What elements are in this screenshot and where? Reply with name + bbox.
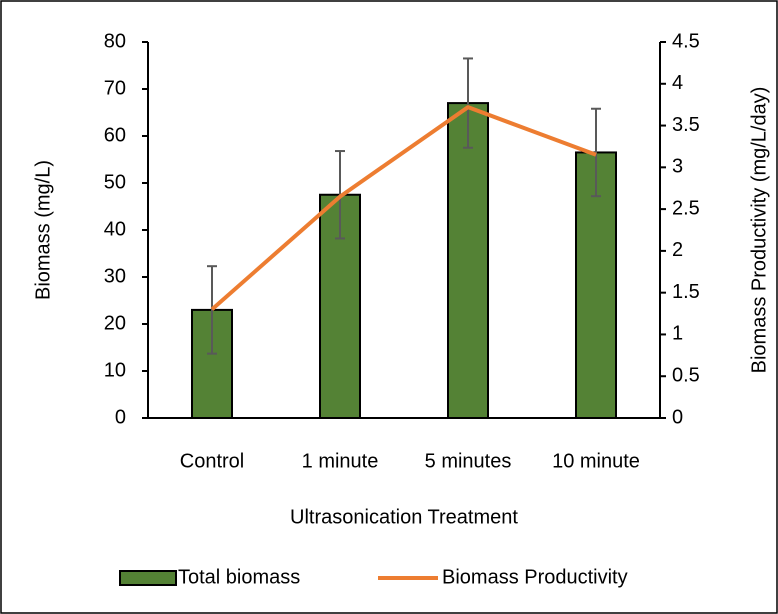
x-tick-label: 1 minute [302, 450, 379, 472]
y2-tick-label: 0 [672, 406, 683, 428]
y-tick-label: 40 [104, 218, 126, 240]
y2-tick-label: 4 [672, 72, 683, 94]
y-tick-label: 20 [104, 312, 126, 334]
y-tick-label: 80 [104, 30, 126, 52]
y2-tick-label: 0.5 [672, 365, 700, 387]
y2-tick-label: 4.5 [672, 30, 700, 52]
y-tick-label: 0 [115, 406, 126, 428]
y2-tick-label: 1.5 [672, 281, 700, 303]
y2-tick-label: 2 [672, 239, 683, 261]
legend-label: Biomass Productivity [442, 566, 628, 588]
y-tick-label: 70 [104, 77, 126, 99]
x-tick-label: 10 minute [552, 450, 640, 472]
x-tick-label: Control [180, 450, 244, 472]
x-axis-title: Ultrasonication Treatment [290, 506, 518, 528]
y-tick-label: 60 [104, 124, 126, 146]
y2-axis-title: Biomass Productivity (mg/L/day) [748, 87, 770, 374]
line [210, 105, 597, 311]
y-tick-label: 50 [104, 171, 126, 193]
y2-tick-label: 2.5 [672, 197, 700, 219]
x-tick-label: 5 minutes [425, 450, 512, 472]
y2-tick-label: 3 [672, 156, 683, 178]
y-tick-label: 30 [104, 265, 126, 287]
y-axis-title: Biomass (mg/L) [32, 160, 54, 300]
bar [447, 102, 489, 419]
y2-tick-label: 1 [672, 323, 683, 345]
legend-swatch [119, 570, 177, 586]
y-tick-label: 10 [104, 359, 126, 381]
legend-label: Total biomass [178, 566, 300, 588]
y2-tick-label: 3.5 [672, 114, 700, 136]
